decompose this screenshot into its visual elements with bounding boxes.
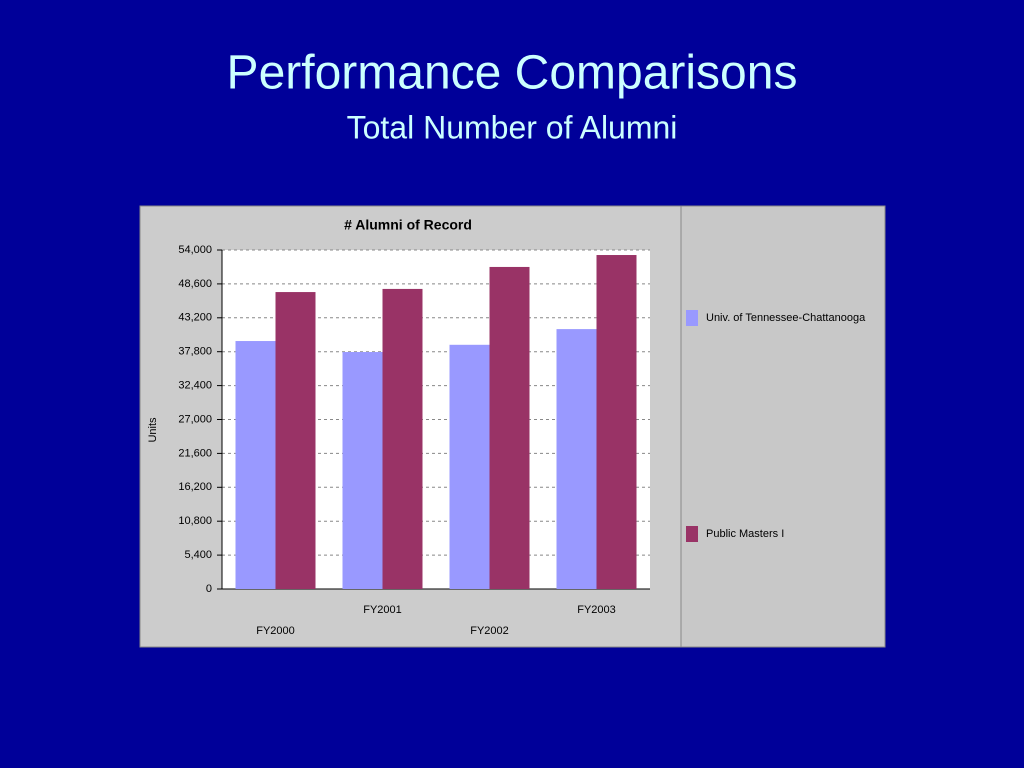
- y-tick-label: 27,000: [178, 413, 212, 425]
- slide-subtitle: Total Number of Alumni: [347, 109, 678, 145]
- y-tick-label: 32,400: [178, 380, 212, 392]
- y-tick-label: 43,200: [178, 312, 212, 324]
- y-tick-label: 10,800: [178, 515, 212, 527]
- x-tick-label: FY2002: [470, 625, 509, 637]
- bar: [275, 292, 316, 589]
- x-tick-label: FY2000: [256, 625, 295, 637]
- bar: [449, 344, 490, 589]
- legend-swatch: [686, 526, 698, 542]
- x-tick-label: FY2003: [577, 604, 616, 616]
- bar: [382, 288, 423, 589]
- y-tick-label: 37,800: [178, 346, 212, 358]
- bar: [596, 255, 637, 589]
- legend-panel: [680, 205, 886, 648]
- y-tick-label: 16,200: [178, 481, 212, 493]
- bar: [342, 352, 383, 589]
- x-tick-label: FY2001: [363, 604, 402, 616]
- legend-swatch: [686, 310, 698, 326]
- bar: [489, 266, 530, 589]
- slide-title: Performance Comparisons: [227, 47, 798, 100]
- bar: [556, 329, 597, 589]
- y-tick-label: 48,600: [178, 278, 212, 290]
- y-tick-label: 21,600: [178, 447, 212, 459]
- y-axis-label: Units: [147, 417, 159, 443]
- y-tick-label: 5,400: [184, 549, 212, 561]
- legend-label: Univ. of Tennessee-Chattanooga: [706, 312, 866, 324]
- y-tick-label: 54,000: [178, 244, 212, 256]
- bar: [235, 341, 276, 589]
- legend-label: Public Masters I: [706, 528, 784, 540]
- y-tick-label: 0: [206, 583, 212, 595]
- chart-title: # Alumni of Record: [344, 217, 472, 233]
